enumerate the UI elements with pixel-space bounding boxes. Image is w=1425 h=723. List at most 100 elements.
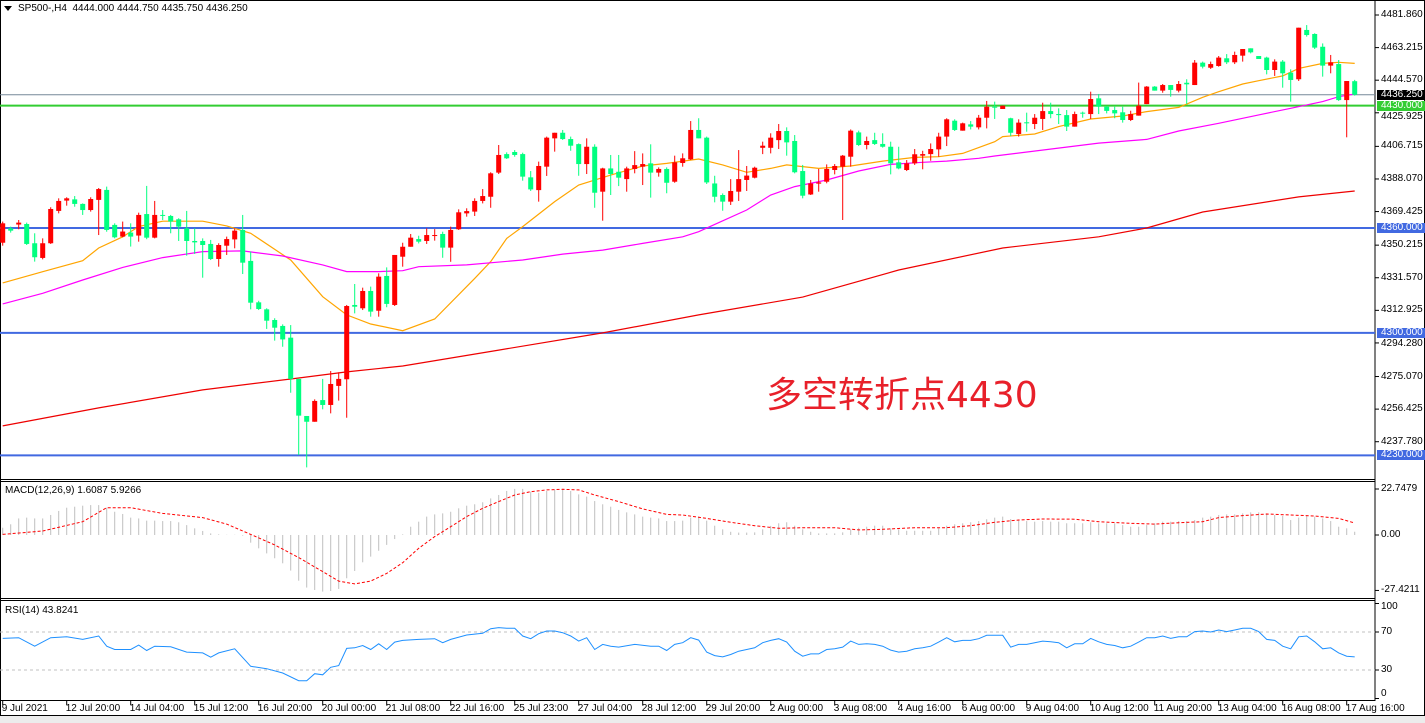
candle-body — [472, 200, 478, 212]
candle-bear — [992, 101, 998, 119]
candle-bear — [416, 235, 422, 244]
candle-body — [712, 183, 718, 197]
candle-bull — [376, 273, 382, 317]
candle-body — [520, 154, 526, 177]
symbol-timeframe: SP500-,H4 — [18, 3, 67, 14]
candle-bear — [1320, 43, 1326, 77]
candle-bull — [736, 150, 742, 201]
candle-bull — [456, 209, 462, 230]
candle-bull — [64, 197, 70, 206]
candle-bull — [120, 221, 126, 238]
candle-body — [8, 228, 14, 231]
candle-bull — [224, 236, 230, 255]
candle-body — [120, 231, 126, 237]
candle-bear — [24, 222, 30, 245]
time-axis-label: 14 Jul 04:00 — [129, 703, 185, 714]
bottom-scrollbar[interactable] — [0, 716, 1425, 723]
candle-bull — [768, 133, 774, 154]
candle-bear — [304, 415, 310, 468]
candle-body — [1344, 81, 1350, 101]
candle-body — [640, 164, 646, 167]
candle-bull — [1000, 105, 1006, 109]
candle-bear — [296, 378, 302, 455]
hline-price-tag: 4300.000 — [1377, 327, 1425, 338]
candle-bear — [616, 154, 622, 187]
candle-bull — [232, 228, 238, 249]
candle-bull — [1072, 111, 1078, 127]
candle-bull — [1272, 59, 1278, 76]
candle-bull — [0, 221, 6, 246]
time-axis-label: 9 Aug 04:00 — [1025, 703, 1080, 714]
candles — [0, 25, 1358, 468]
candle-bear — [176, 218, 182, 241]
candle-body — [248, 260, 254, 303]
candle-body — [928, 149, 934, 155]
candle-bear — [1256, 56, 1262, 59]
candle-bear — [1168, 85, 1174, 97]
candle-body — [1104, 106, 1110, 111]
candle-body — [816, 182, 822, 184]
candle-body — [1048, 111, 1054, 115]
candle-body — [512, 151, 518, 155]
candle-body — [528, 177, 534, 190]
candle-body — [240, 229, 246, 263]
candle-body — [216, 245, 222, 259]
candle-body — [16, 222, 22, 225]
ohlc-readout: 4444.000 4444.750 4435.750 4436.250 — [72, 3, 248, 14]
macd-axis-label: 0.00 — [1381, 529, 1401, 540]
candle-bull — [536, 161, 542, 202]
candle-body — [72, 199, 78, 204]
candle-body — [256, 302, 262, 309]
candle-body — [504, 154, 510, 159]
time-axis-label: 21 Jul 08:00 — [385, 703, 441, 714]
candle-body — [208, 243, 214, 259]
candle-body — [1312, 33, 1318, 48]
candle-bull — [424, 228, 430, 244]
candle-bear — [104, 186, 110, 232]
candle-body — [968, 124, 974, 127]
candle-bull — [552, 132, 558, 152]
time-axis-label: 12 Jul 20:00 — [65, 703, 121, 714]
candle-body — [352, 304, 358, 307]
candle-body — [912, 154, 918, 164]
candle-body — [144, 214, 150, 238]
candle-body — [1136, 105, 1142, 116]
candle-body — [112, 224, 118, 238]
candle-bull — [496, 145, 502, 175]
candle-body — [784, 131, 790, 143]
candle-bull — [912, 149, 918, 165]
candle-body — [64, 198, 70, 201]
candle-body — [616, 171, 622, 178]
candle-bear — [576, 143, 582, 176]
candle-body — [792, 140, 798, 173]
candle-bear — [32, 233, 38, 262]
candle-bear — [128, 223, 134, 247]
candle-bull — [1232, 51, 1238, 65]
candle-body — [1128, 114, 1134, 120]
candle-body — [56, 200, 62, 211]
candle-body — [1088, 99, 1094, 115]
candle-body — [408, 237, 414, 247]
candle-body — [1208, 64, 1214, 68]
candle-bear — [440, 231, 446, 258]
candle-bear — [592, 144, 598, 208]
candle-bull — [216, 243, 222, 267]
candle-bear — [520, 152, 526, 181]
candle-body — [1192, 62, 1198, 86]
time-axis-label: 2 Aug 00:00 — [769, 703, 824, 714]
candle-bear — [664, 167, 670, 194]
candle-body — [496, 154, 502, 173]
candle-body — [0, 223, 6, 243]
hline-price-tag: 4360.000 — [1377, 223, 1425, 234]
candle-body — [768, 137, 774, 148]
candle-body — [1224, 58, 1230, 63]
candle-body — [904, 163, 910, 170]
candle-body — [672, 162, 678, 182]
candle-body — [1200, 62, 1206, 67]
candle-body — [704, 137, 710, 183]
candle-body — [800, 171, 806, 196]
dropdown-triangle-icon[interactable] — [4, 5, 12, 11]
candle-bear — [1224, 54, 1230, 65]
candle-body — [384, 275, 390, 304]
